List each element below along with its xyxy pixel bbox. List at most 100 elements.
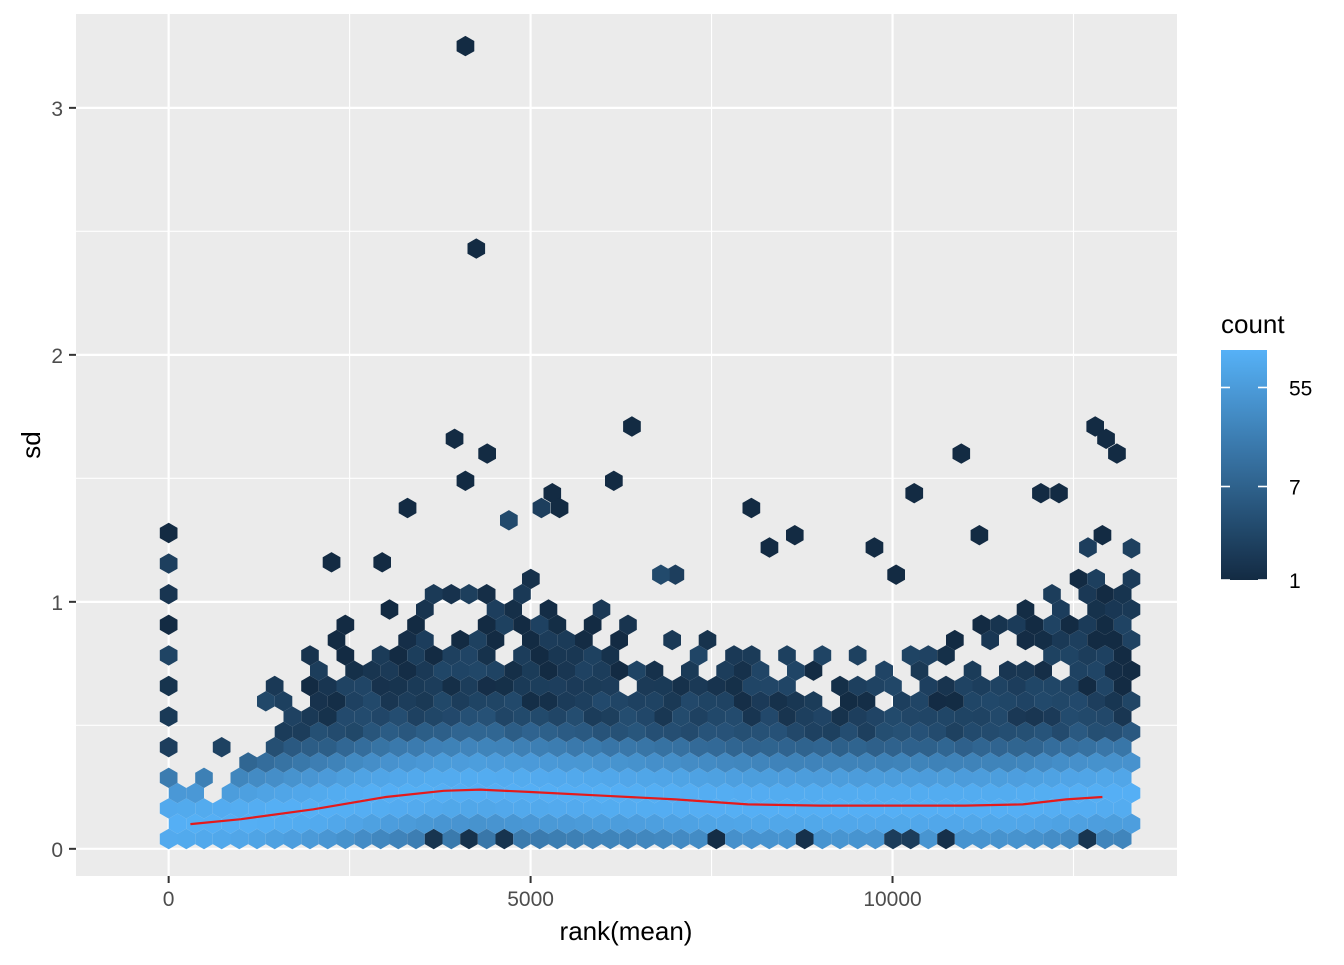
hex-bin bbox=[760, 737, 779, 758]
hex-bin bbox=[451, 782, 469, 804]
hex-bin bbox=[301, 645, 319, 666]
hex-bin bbox=[257, 813, 275, 834]
hex-bin bbox=[327, 752, 346, 773]
hex-bin bbox=[1105, 782, 1123, 804]
hex-bin bbox=[787, 660, 805, 681]
hex-bin bbox=[530, 614, 549, 635]
hex-bin bbox=[1105, 721, 1123, 743]
hex-bin bbox=[1078, 675, 1097, 697]
hex-bin bbox=[424, 767, 443, 788]
hex-bin bbox=[610, 752, 628, 773]
hex-bin bbox=[636, 675, 655, 697]
hex-bin bbox=[999, 782, 1017, 804]
hex-bin bbox=[1087, 691, 1105, 712]
hex-bin bbox=[1060, 737, 1079, 758]
hex-bin bbox=[610, 629, 628, 651]
hex-bin bbox=[1078, 798, 1097, 819]
hex-bin-outlier bbox=[605, 470, 623, 491]
hex-bin bbox=[769, 691, 787, 712]
hex-bin bbox=[1105, 813, 1123, 834]
hex-bin bbox=[327, 813, 346, 834]
hex-bin bbox=[310, 752, 328, 773]
hex-bin bbox=[416, 813, 434, 834]
hex-bin bbox=[981, 813, 999, 834]
hex-bin bbox=[681, 813, 699, 834]
hex-bin bbox=[787, 691, 805, 712]
hex-bin bbox=[1060, 767, 1079, 788]
hex-bin bbox=[354, 828, 372, 850]
hex-bin bbox=[636, 767, 655, 788]
hex-bin bbox=[1096, 614, 1114, 635]
hex-bin bbox=[628, 813, 646, 834]
hex-bin-outlier bbox=[666, 564, 685, 585]
y-axis-label: sd bbox=[16, 431, 46, 458]
hex-bin bbox=[751, 782, 770, 804]
hex-bin bbox=[663, 721, 681, 743]
hex-bin bbox=[1016, 660, 1035, 681]
hex-bin bbox=[451, 752, 469, 773]
hex-bin bbox=[239, 752, 257, 773]
hex-bin bbox=[371, 737, 390, 758]
hex-bin bbox=[919, 798, 938, 819]
hex-bin-outlier bbox=[500, 510, 518, 531]
hex-bin bbox=[795, 828, 814, 850]
hex-bin bbox=[636, 828, 655, 850]
hex-bin bbox=[292, 782, 310, 804]
hex-bin bbox=[513, 828, 531, 850]
hex-bin bbox=[1113, 675, 1132, 697]
hex-bin bbox=[1016, 813, 1035, 834]
hex-bin bbox=[416, 660, 434, 681]
hex-bin bbox=[265, 767, 284, 788]
hex-bin bbox=[477, 706, 496, 727]
hex-bin bbox=[681, 721, 699, 743]
hex-bin bbox=[1034, 721, 1052, 743]
hex-bin bbox=[495, 706, 514, 727]
hex-bin bbox=[318, 798, 337, 819]
hex-bin bbox=[1122, 568, 1141, 590]
hex-bin bbox=[1007, 737, 1026, 758]
hex-bin bbox=[919, 645, 938, 666]
hex-bin bbox=[663, 813, 681, 834]
hex-bin bbox=[221, 782, 240, 804]
hex-bin bbox=[336, 614, 355, 635]
hex-bin bbox=[981, 752, 999, 773]
hex-bin bbox=[522, 752, 540, 773]
hex-bin bbox=[946, 752, 964, 773]
hex-bin bbox=[424, 798, 443, 819]
hex-bin bbox=[354, 737, 372, 758]
hex-bin-outlier bbox=[1032, 483, 1050, 504]
hex-bin bbox=[575, 782, 593, 804]
hex-bin bbox=[495, 828, 514, 850]
hex-bin bbox=[857, 813, 876, 834]
hex-bin-outlier bbox=[865, 537, 884, 558]
hex-bin bbox=[619, 737, 637, 758]
hex-bin bbox=[831, 706, 849, 727]
hex-bin bbox=[751, 752, 770, 773]
hex-bin bbox=[363, 691, 381, 712]
hex-bin bbox=[575, 660, 593, 681]
hex-bin bbox=[557, 813, 575, 834]
hex-bin bbox=[1113, 645, 1132, 666]
hex-bin bbox=[663, 629, 681, 651]
hex-bin bbox=[398, 813, 416, 834]
hex-bin bbox=[884, 828, 902, 850]
hex-bin bbox=[954, 675, 973, 697]
hex-bin bbox=[371, 645, 390, 666]
hex-bin bbox=[363, 660, 381, 681]
hex-bin bbox=[1052, 599, 1070, 620]
hex-bin bbox=[451, 813, 469, 834]
hex-bin bbox=[1122, 629, 1141, 651]
hex-bin bbox=[689, 798, 708, 819]
hex-bin bbox=[619, 767, 637, 788]
hex-bin bbox=[999, 813, 1017, 834]
hex-bin bbox=[557, 629, 575, 651]
hex-bin bbox=[910, 813, 929, 834]
hex-bin bbox=[336, 737, 355, 758]
hex-bin bbox=[575, 752, 593, 773]
hex-bin bbox=[345, 721, 363, 743]
hex-bin bbox=[734, 813, 752, 834]
hex-bin bbox=[1060, 798, 1079, 819]
hex-bin bbox=[1007, 798, 1026, 819]
hex-bin-outlier bbox=[1079, 537, 1097, 558]
hex-bin bbox=[424, 828, 443, 850]
